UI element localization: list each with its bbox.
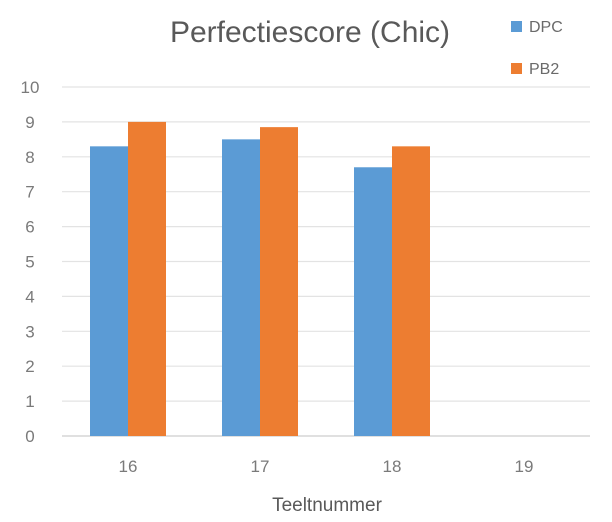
bar-dpc-17	[222, 139, 260, 436]
x-axis-label: Teeltnummer	[272, 495, 382, 516]
x-tick-label: 19	[515, 457, 534, 476]
x-axis-ticks: 16 17 18 19	[119, 457, 534, 476]
y-tick-label: 9	[25, 113, 34, 132]
legend-swatch-dpc	[511, 21, 522, 32]
y-tick-label: 6	[25, 218, 34, 237]
y-tick-label: 7	[25, 183, 34, 202]
y-tick-label: 3	[25, 322, 34, 341]
x-tick-label: 18	[383, 457, 402, 476]
y-tick-label: 1	[25, 392, 34, 411]
bar-pb2-18	[392, 146, 430, 436]
chart-title: Perfectiescore (Chic)	[170, 16, 450, 49]
y-axis-ticks: 0 1 2 3 4 5 6 7 8 9 10	[21, 78, 40, 446]
legend-label-pb2: PB2	[529, 61, 559, 78]
bar-pb2-16	[128, 121, 166, 437]
x-tick-label: 16	[119, 457, 138, 476]
y-tick-label: 5	[25, 253, 34, 272]
bar-dpc-16	[90, 146, 128, 436]
bars	[90, 121, 430, 437]
bar-dpc-18	[354, 167, 392, 436]
y-tick-label: 10	[21, 78, 40, 97]
legend-swatch-pb2	[511, 63, 522, 74]
x-tick-label: 17	[251, 457, 270, 476]
legend: DPC PB2	[511, 19, 563, 78]
y-tick-label: 2	[25, 357, 34, 376]
y-tick-label: 0	[25, 427, 34, 446]
y-tick-label: 8	[25, 148, 34, 167]
y-tick-label: 4	[25, 287, 34, 306]
bar-pb2-17	[260, 127, 298, 436]
legend-label-dpc: DPC	[529, 19, 563, 36]
